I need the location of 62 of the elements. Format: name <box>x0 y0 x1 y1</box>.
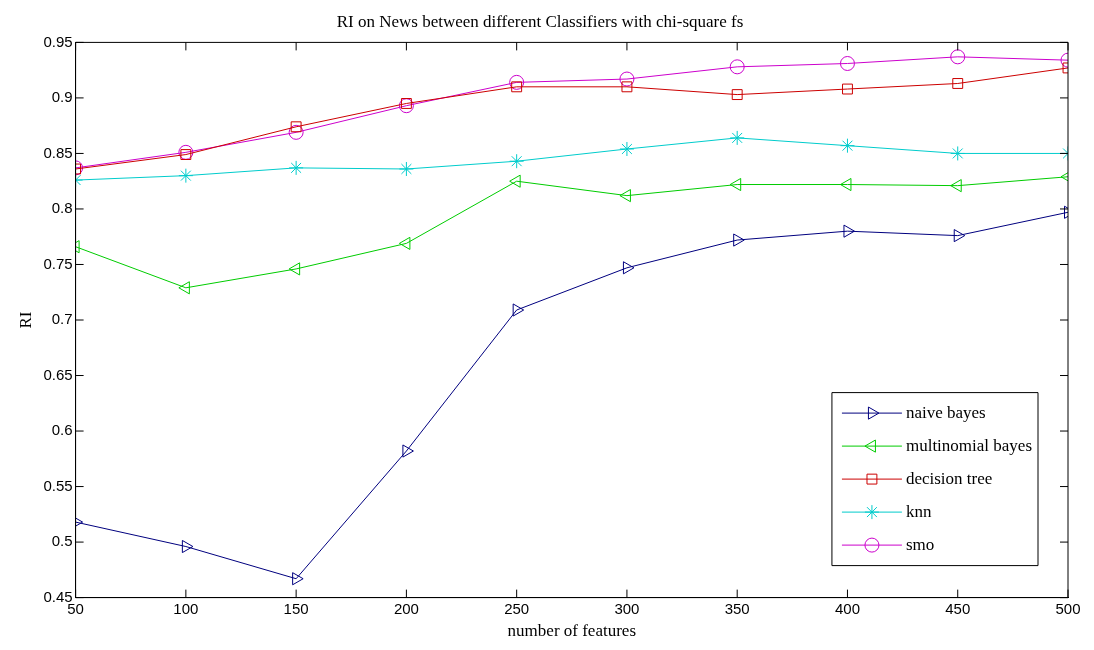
point <box>839 138 855 154</box>
x-tick-label: 400 <box>834 599 860 617</box>
point <box>952 78 964 89</box>
y-tick-label: 0.9 <box>51 88 73 106</box>
point <box>509 153 525 169</box>
point <box>950 145 966 161</box>
point <box>619 189 631 203</box>
point <box>839 56 855 71</box>
legend-label: smo <box>905 534 935 554</box>
x-tick-label: 450 <box>945 599 971 617</box>
point <box>292 572 304 586</box>
point <box>511 81 523 93</box>
legend-label: decision tree <box>905 468 993 488</box>
point <box>729 130 745 146</box>
point <box>729 59 745 75</box>
point <box>178 168 194 184</box>
y-axis-title: RI <box>15 311 35 329</box>
point <box>842 83 853 95</box>
y-tick-label: 0.7 <box>51 310 73 328</box>
y-tick-label: 0.95 <box>43 32 73 50</box>
x-tick-label: 100 <box>173 599 199 617</box>
x-tick-label: 350 <box>724 599 750 617</box>
point <box>619 71 635 87</box>
y-tick-label: 0.45 <box>43 587 73 605</box>
x-tick-label: 300 <box>614 599 640 617</box>
point <box>622 261 635 275</box>
point <box>512 303 525 317</box>
y-tick-label: 0.8 <box>51 199 73 217</box>
point <box>288 124 304 140</box>
point <box>729 177 742 192</box>
y-tick-label: 0.5 <box>51 532 73 550</box>
legend-label: multinomial bayes <box>905 435 1033 455</box>
point <box>619 141 635 157</box>
point <box>950 179 962 193</box>
x-tick-label: 500 <box>1055 599 1081 617</box>
point <box>398 161 414 177</box>
point <box>180 149 192 160</box>
y-tick-label: 0.6 <box>51 421 73 439</box>
point <box>950 49 966 65</box>
point <box>509 174 521 188</box>
point <box>839 177 852 192</box>
point <box>181 539 194 554</box>
y-tick-label: 0.85 <box>43 143 73 161</box>
x-axis-title: number of features <box>507 621 636 641</box>
chart-title: RI on News between different Classifiers with chi-square fs <box>336 11 744 31</box>
point <box>621 81 633 93</box>
point <box>731 89 743 101</box>
x-tick-label: 250 <box>504 599 530 617</box>
point <box>290 121 302 133</box>
y-tick-label: 0.55 <box>43 476 73 494</box>
point <box>400 98 412 109</box>
y-tick-label: 0.75 <box>43 254 73 272</box>
x-tick-label: 200 <box>393 599 419 617</box>
point <box>402 444 414 458</box>
legend-label: naive bayes <box>905 402 986 422</box>
x-tick-label: 150 <box>283 599 309 617</box>
legend-label: knn <box>905 501 932 521</box>
point <box>398 98 414 114</box>
point <box>288 160 304 176</box>
point <box>509 74 525 90</box>
y-tick-label: 0.65 <box>43 365 73 383</box>
point <box>178 144 194 160</box>
